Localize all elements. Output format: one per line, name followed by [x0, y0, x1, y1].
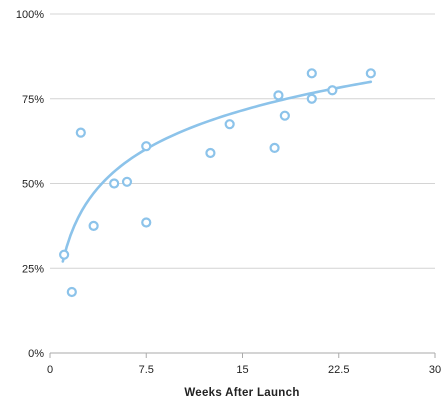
data-point	[75, 127, 86, 138]
data-point	[141, 141, 152, 152]
x-tick-label: 22.5	[328, 364, 349, 376]
data-point	[121, 176, 133, 187]
x-tick-label: 0	[47, 364, 53, 376]
data-point	[365, 68, 376, 79]
data-point	[327, 85, 338, 96]
x-tick-label: 30	[429, 364, 441, 376]
data-point	[306, 93, 317, 104]
x-tick-label: 7.5	[139, 364, 154, 376]
x-axis-title: Weeks After Launch	[184, 387, 299, 399]
data-points	[59, 68, 376, 298]
data-point	[88, 220, 99, 231]
data-point	[224, 119, 235, 130]
y-tick-label: 100%	[16, 9, 44, 21]
data-point	[273, 90, 284, 101]
data-point	[66, 286, 77, 298]
y-tick-label: 50%	[22, 179, 44, 191]
data-point	[109, 178, 120, 189]
x-tick-labels: 0 7.5 15 22.5 30	[47, 353, 441, 376]
trendline	[61, 80, 373, 263]
y-tick-label: 0%	[28, 348, 44, 360]
y-tick-label: 75%	[22, 94, 44, 106]
data-point	[279, 110, 290, 121]
data-point	[269, 142, 280, 154]
grid-lines	[50, 13, 435, 354]
x-tick-label: 15	[236, 364, 248, 376]
data-point	[59, 249, 70, 260]
y-tick-label: 25%	[22, 263, 44, 275]
y-tick-labels: 0% 25% 50% 75% 100%	[16, 9, 44, 360]
data-point	[306, 68, 317, 79]
trendline-group	[61, 80, 373, 263]
data-point	[205, 147, 216, 159]
data-point	[141, 217, 152, 228]
